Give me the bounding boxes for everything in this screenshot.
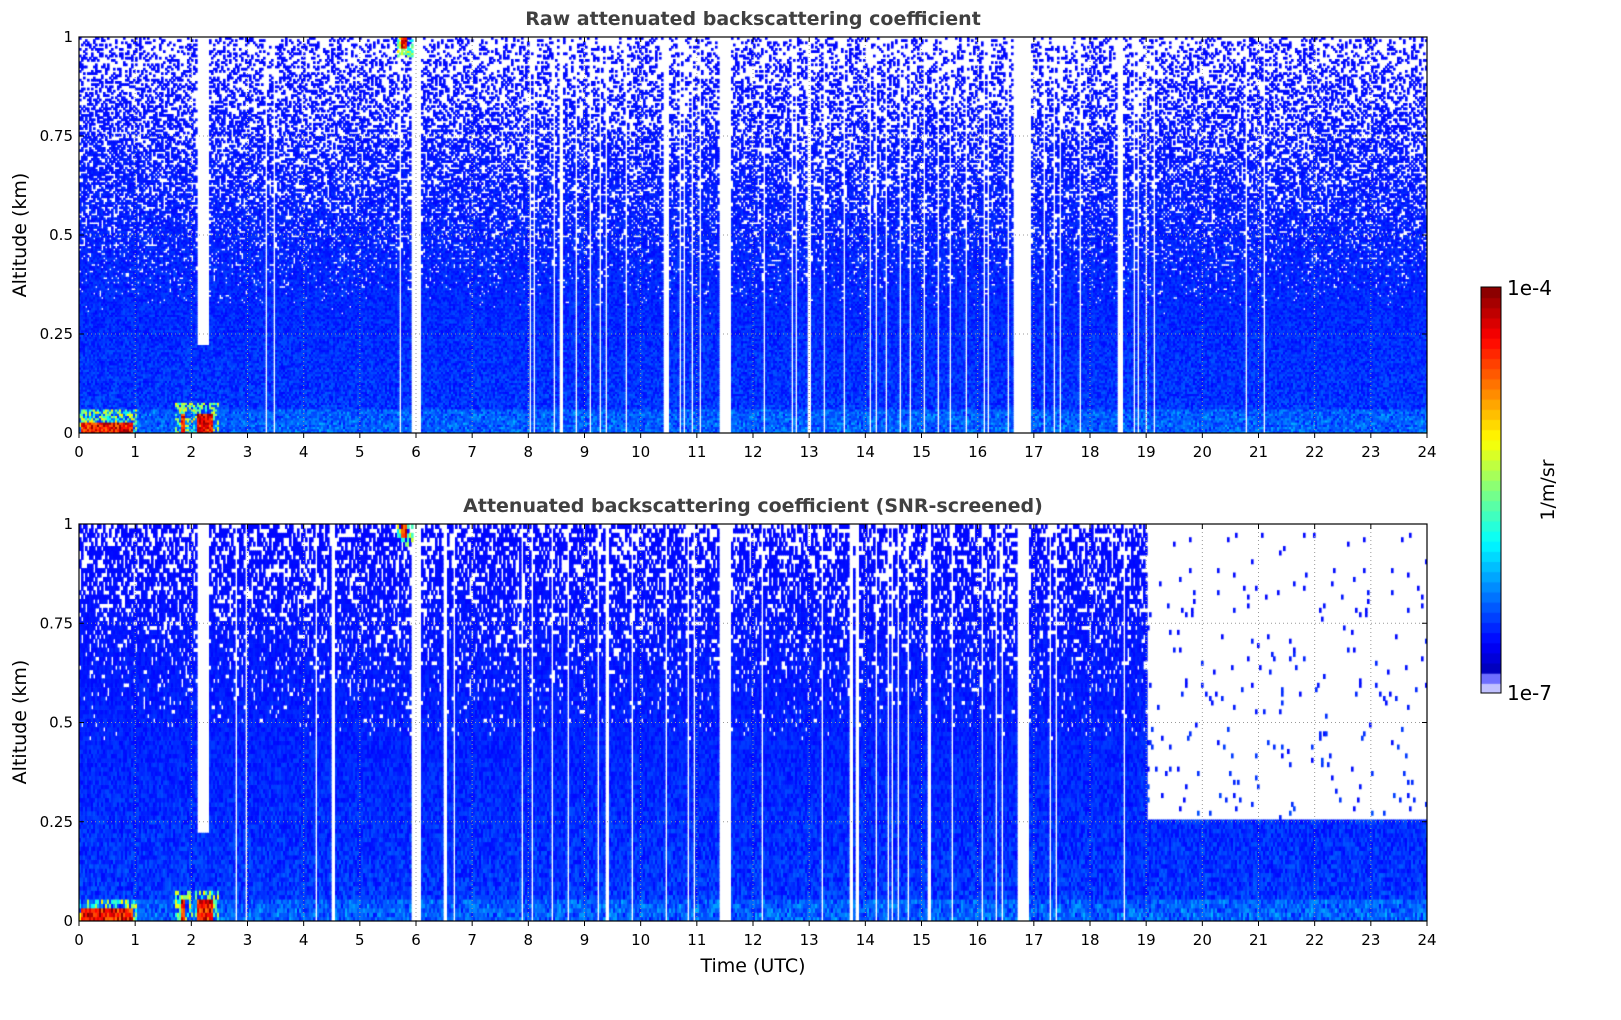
x-axis-label: Time (UTC) xyxy=(699,955,805,977)
x-tick-label: 6 xyxy=(411,443,421,461)
x-tick-label: 23 xyxy=(1361,443,1380,461)
x-tick-label: 24 xyxy=(1417,443,1436,461)
x-tick-label: 5 xyxy=(355,443,365,461)
colorbar-max-label: 1e-4 xyxy=(1507,276,1552,300)
x-tick-label: 21 xyxy=(1249,931,1268,949)
x-tick-label: 20 xyxy=(1193,931,1212,949)
x-tick-label: 9 xyxy=(580,443,590,461)
y-tick-label: 0 xyxy=(63,912,73,930)
x-tick-label: 9 xyxy=(580,931,590,949)
x-tick-label: 22 xyxy=(1305,931,1324,949)
y-tick-label: 0.5 xyxy=(49,226,73,244)
x-tick-label: 12 xyxy=(743,931,762,949)
colorbar-gradient xyxy=(1481,287,1501,693)
x-tick-label: 8 xyxy=(524,443,534,461)
x-tick-label: 1 xyxy=(130,443,140,461)
x-tick-label: 17 xyxy=(1024,443,1043,461)
colorbar-frame xyxy=(1480,286,1502,694)
x-tick-label: 15 xyxy=(912,443,931,461)
x-tick-label: 2 xyxy=(187,443,197,461)
x-tick-label: 10 xyxy=(631,443,650,461)
plot-frame xyxy=(78,523,1428,922)
x-tick-label: 11 xyxy=(687,443,706,461)
x-tick-label: 18 xyxy=(1080,931,1099,949)
x-tick-label: 13 xyxy=(800,443,819,461)
x-tick-label: 19 xyxy=(1137,443,1156,461)
x-tick-label: 17 xyxy=(1024,931,1043,949)
x-tick-label: 7 xyxy=(467,443,477,461)
y-tick-label: 0.5 xyxy=(49,714,73,732)
x-tick-label: 4 xyxy=(299,443,309,461)
x-tick-label: 3 xyxy=(243,931,253,949)
y-tick-label: 0 xyxy=(63,424,73,442)
x-tick-label: 5 xyxy=(355,931,365,949)
x-tick-label: 11 xyxy=(687,931,706,949)
x-tick-label: 16 xyxy=(968,931,987,949)
x-tick-label: 14 xyxy=(856,443,875,461)
colorbar-min-label: 1e-7 xyxy=(1507,681,1552,705)
x-tick-label: 16 xyxy=(968,443,987,461)
x-tick-label: 24 xyxy=(1417,931,1436,949)
x-tick-label: 1 xyxy=(130,931,140,949)
bottom-y-axis-label: Altitude (km) xyxy=(9,660,31,785)
x-tick-label: 23 xyxy=(1361,931,1380,949)
y-tick-label: 0.75 xyxy=(40,127,73,145)
plot-frame xyxy=(78,36,1428,434)
bottom-chart-title: Attenuated backscattering coefficient (S… xyxy=(463,495,1043,517)
y-tick-label: 1 xyxy=(63,515,73,533)
x-tick-label: 12 xyxy=(743,443,762,461)
x-tick-label: 6 xyxy=(411,931,421,949)
x-tick-label: 8 xyxy=(524,931,534,949)
x-tick-label: 13 xyxy=(800,931,819,949)
x-tick-label: 0 xyxy=(74,931,84,949)
x-tick-label: 3 xyxy=(243,443,253,461)
y-tick-label: 0.75 xyxy=(40,614,73,632)
x-tick-label: 21 xyxy=(1249,443,1268,461)
x-tick-label: 18 xyxy=(1080,443,1099,461)
y-tick-label: 0.25 xyxy=(40,813,73,831)
x-tick-label: 15 xyxy=(912,931,931,949)
y-tick-label: 1 xyxy=(63,28,73,46)
x-tick-label: 10 xyxy=(631,931,650,949)
x-tick-label: 2 xyxy=(187,931,197,949)
x-tick-label: 20 xyxy=(1193,443,1212,461)
x-tick-label: 0 xyxy=(74,443,84,461)
top-y-axis-label: Altitude (km) xyxy=(9,173,31,298)
x-tick-label: 7 xyxy=(467,931,477,949)
colorbar-unit-label: 1/m/sr xyxy=(1537,459,1559,520)
x-tick-label: 22 xyxy=(1305,443,1324,461)
top-chart-title: Raw attenuated backscattering coefficien… xyxy=(525,8,981,30)
x-tick-label: 4 xyxy=(299,931,309,949)
x-tick-label: 19 xyxy=(1137,931,1156,949)
x-tick-label: 14 xyxy=(856,931,875,949)
y-tick-label: 0.25 xyxy=(40,325,73,343)
